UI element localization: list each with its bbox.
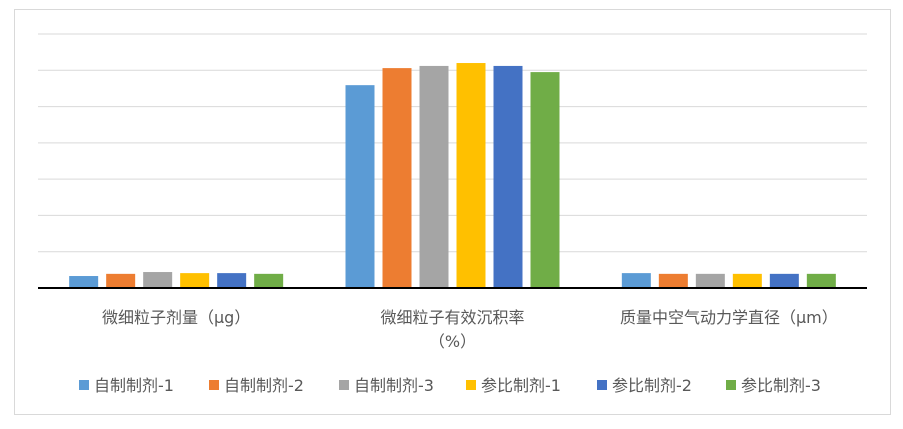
bar (143, 272, 173, 288)
bar (69, 276, 99, 288)
x-tick-label: （%） (429, 332, 476, 351)
bar (456, 63, 486, 289)
bar (732, 273, 762, 288)
legend-label: 自制制剂-2 (224, 376, 304, 395)
legend-swatch (597, 380, 607, 390)
bar (695, 273, 725, 288)
bar (254, 273, 284, 288)
legend-label: 自制制剂-3 (354, 376, 434, 395)
bar (382, 68, 412, 288)
bar (769, 273, 799, 288)
bar (493, 65, 523, 288)
bar (621, 273, 651, 288)
bar (106, 273, 136, 288)
bar (658, 273, 688, 288)
bar (180, 273, 210, 288)
x-tick-label: 微细粒子剂量（μg） (102, 308, 250, 327)
x-tick-label: 质量中空气动力学直径（μm） (620, 308, 838, 327)
legend-label: 参比制剂-2 (612, 376, 692, 395)
legend-label: 参比制剂-3 (741, 376, 821, 395)
legend-label: 参比制剂-1 (481, 376, 561, 395)
legend-swatch (466, 380, 476, 390)
legend-swatch (79, 380, 89, 390)
chart-frame (14, 9, 891, 415)
bar (419, 65, 449, 288)
legend-swatch (209, 380, 219, 390)
legend-swatch (339, 380, 349, 390)
bar (345, 85, 375, 288)
legend-swatch (726, 380, 736, 390)
bar (217, 273, 247, 288)
bar (806, 273, 836, 288)
bar (530, 72, 560, 288)
x-tick-label: 微细粒子有效沉积率 (380, 308, 524, 327)
legend-label: 自制制剂-1 (94, 376, 174, 395)
